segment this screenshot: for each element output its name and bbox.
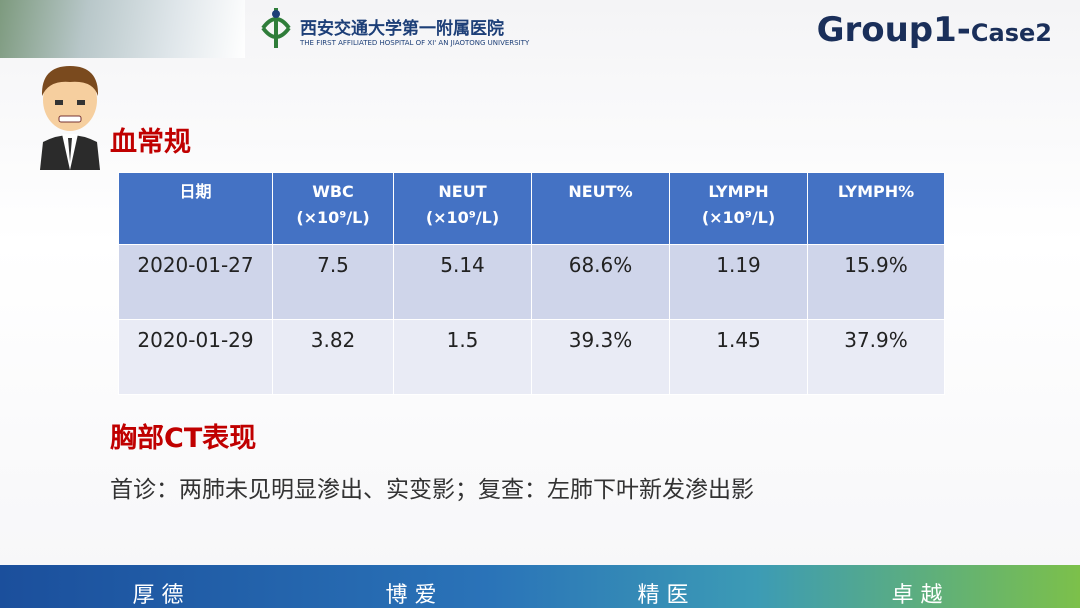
data-cell: 2020-01-27 [118,244,273,320]
section-title: 血常规 [110,127,191,158]
slide-title: Group1-Case2 [817,10,1052,50]
column-name: LYMPH% [837,182,915,201]
footer-word: 厚 德 [132,583,184,608]
header-cell: LYMPH (×10⁹/L) [669,172,808,245]
column-unit: (×10⁹/L) [425,208,500,227]
doctor-avatar [40,66,100,170]
data-row: 2020-01-27 7.5 5.14 68.6% 1.19 15.9% [118,244,945,320]
footer-word: 卓 越 [891,583,943,608]
data-cell: 7.5 [272,244,394,320]
column-name: 日期 [179,182,212,201]
lab-table: 日期 WBC (×10⁹/L) NEUT (×10⁹/L) NEUT% LYMPH (×10⁹… [118,172,945,395]
header-cell: NEUT% [531,172,670,245]
ct-description: 首诊：两肺未见明显渗出、实变影；复查：左肺下叶新发渗出影 [110,477,754,503]
column-name: LYMPH [708,182,769,201]
data-cell: 15.9% [807,244,945,320]
column-unit: (×10⁹/L) [296,208,370,227]
hospital-logo [261,8,291,48]
hospital-photo [0,0,245,58]
section-title: 胸部CT表现 [110,423,257,454]
header-cell: NEUT (×10⁹/L) [393,172,532,245]
footer-bar [0,565,1080,608]
footer-word: 精 医 [637,583,689,608]
data-cell: 1.19 [669,244,808,320]
data-cell: 1.45 [669,319,808,395]
data-cell: 5.14 [393,244,532,320]
header-cell: LYMPH% [807,172,945,245]
footer-word: 博 爱 [385,583,437,608]
data-cell: 37.9% [807,319,945,395]
header-cell: 日期 [118,172,273,245]
column-name: NEUT [438,182,487,201]
data-cell: 1.5 [393,319,532,395]
column-name: NEUT% [568,182,633,201]
column-unit: (×10⁹/L) [701,208,776,227]
title-main: Group1- [816,10,971,50]
data-cell: 39.3% [531,319,670,395]
hospital-name-en: THE FIRST AFFILIATED HOSPITAL OF XI' AN … [300,39,530,47]
title-sub: Case2 [970,19,1052,47]
data-cell: 2020-01-29 [118,319,273,395]
data-row: 2020-01-29 3.82 1.5 39.3% 1.45 37.9% [118,319,945,395]
header-row: 日期 WBC (×10⁹/L) NEUT (×10⁹/L) NEUT% LYMPH (×10⁹… [118,172,945,245]
data-cell: 68.6% [531,244,670,320]
data-cell: 3.82 [272,319,394,395]
hospital-name-cn: 西安交通大学第一附属医院 [300,19,504,39]
column-name: WBC [312,182,354,201]
header-cell: WBC (×10⁹/L) [272,172,394,245]
